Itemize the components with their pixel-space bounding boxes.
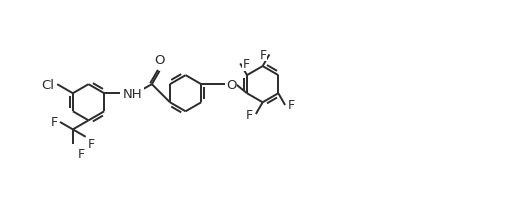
Text: F: F — [288, 99, 295, 112]
Text: F: F — [88, 137, 95, 150]
Text: O: O — [154, 54, 165, 67]
Text: F: F — [51, 116, 58, 129]
Text: F: F — [243, 58, 250, 70]
Text: F: F — [77, 147, 85, 160]
Text: O: O — [226, 78, 236, 91]
Text: F: F — [246, 108, 253, 121]
Text: Cl: Cl — [42, 78, 54, 91]
Text: F: F — [260, 49, 267, 62]
Text: NH: NH — [123, 87, 143, 100]
